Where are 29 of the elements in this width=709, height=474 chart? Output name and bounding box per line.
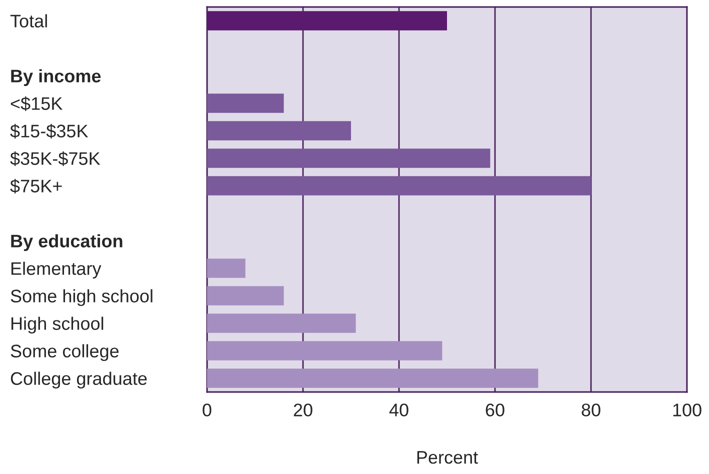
- y-tick-label: Some college: [10, 344, 119, 362]
- bar: [207, 94, 284, 113]
- bar: [207, 314, 356, 333]
- x-tick-label: 60: [486, 404, 504, 416]
- y-tick-label: $15-$35K: [10, 124, 88, 139]
- bar: [207, 121, 351, 140]
- x-tick-label: 20: [294, 404, 312, 416]
- bar: [207, 368, 538, 388]
- y-tick-label: $35K-$75K: [10, 151, 100, 166]
- y-tick-label: By income: [11, 69, 101, 86]
- bar: [207, 286, 284, 306]
- bar: [207, 11, 447, 30]
- y-tick-label: By education: [11, 234, 122, 252]
- bar: [207, 341, 442, 360]
- x-tick-label: 100: [673, 404, 702, 416]
- x-axis-title: Percent: [417, 451, 478, 464]
- x-tick-label: 80: [582, 404, 600, 416]
- bar: [207, 148, 490, 168]
- bar: [207, 176, 591, 196]
- x-tick-label: 0: [202, 404, 212, 416]
- y-tick-label: <$15K: [10, 96, 63, 112]
- y-tick-label: Total: [10, 14, 47, 28]
- bar: [207, 258, 246, 278]
- y-tick-label: Elementary: [11, 262, 102, 279]
- y-tick-label: $75K+: [10, 178, 62, 194]
- y-tick-label: High school: [11, 316, 104, 334]
- x-tick-label: 40: [389, 404, 408, 416]
- y-tick-label: College graduate: [10, 372, 147, 389]
- y-tick-label: Some high school: [10, 289, 152, 306]
